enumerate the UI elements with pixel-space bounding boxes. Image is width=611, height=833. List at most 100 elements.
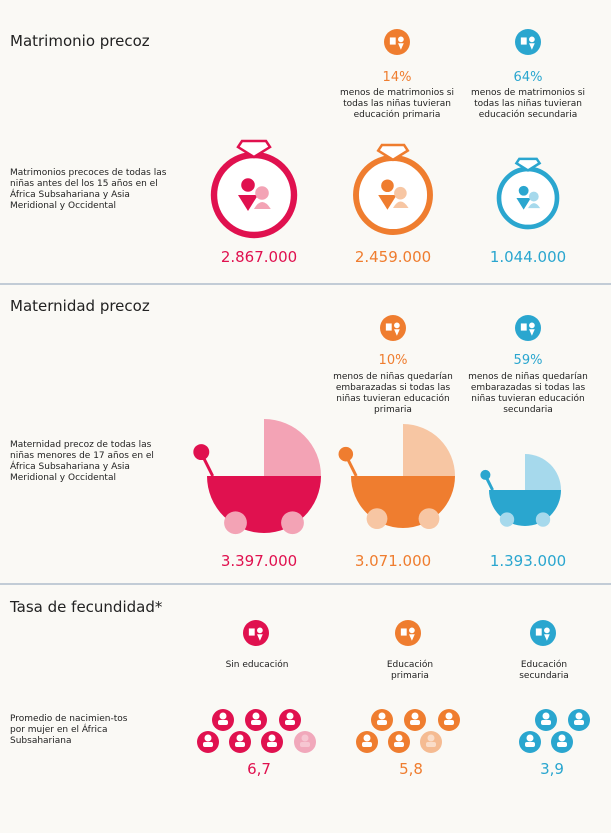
badge-glyph (400, 628, 407, 636)
baby-glyph (362, 742, 372, 747)
badge-glyph (544, 627, 550, 634)
baby-glyph (203, 742, 213, 747)
badge-icon (243, 620, 269, 646)
badge-glyph (520, 323, 527, 331)
figure (241, 178, 255, 192)
figure (378, 195, 397, 210)
label: Sin educación (225, 660, 289, 670)
baby-glyph (268, 734, 276, 742)
description: Matrimonios precoces de todas las niñas … (10, 168, 167, 211)
badge-glyph (257, 634, 263, 641)
badge-icon (395, 620, 421, 646)
badge-glyph (248, 628, 255, 636)
figure (381, 179, 394, 193)
figure (528, 191, 539, 202)
baby-icon (294, 731, 316, 753)
baby-glyph (236, 734, 244, 742)
badge-glyph (398, 36, 404, 43)
baby-glyph (526, 734, 534, 742)
baby-glyph (558, 734, 566, 742)
diamond (376, 143, 410, 162)
baby-glyph (426, 742, 436, 747)
badge-glyph (544, 634, 550, 641)
figure (516, 198, 531, 210)
stroller-canopy (264, 419, 321, 476)
stroller-wheel (418, 508, 440, 530)
figure (518, 185, 529, 196)
value: 3,9 (540, 760, 564, 778)
baby-glyph (251, 720, 261, 725)
value: 2.867.000 (220, 248, 298, 266)
badge-glyph (529, 36, 535, 43)
baby-glyph (235, 742, 245, 747)
baby-glyph (363, 734, 371, 742)
percent: 10% (378, 353, 408, 368)
section-title: Tasa de fecundidad* (10, 598, 163, 616)
percent: 64% (513, 70, 543, 85)
baby-glyph (267, 742, 277, 747)
badge-glyph (529, 329, 535, 336)
percent: 14% (382, 70, 412, 85)
baby-glyph (377, 720, 387, 725)
description: Promedio de nacimien-tos por mujer en el… (10, 714, 128, 746)
label: Educación primaria (386, 660, 434, 681)
figure (394, 186, 407, 200)
value: 3.397.000 (220, 552, 298, 570)
baby-glyph (218, 720, 228, 725)
value: 5,8 (399, 760, 423, 778)
percent: 59% (513, 353, 543, 368)
baby-glyph (286, 712, 294, 720)
stroller-handle (338, 446, 354, 462)
baby-glyph (444, 720, 454, 725)
baby-glyph (541, 720, 551, 725)
badge-icon (530, 620, 556, 646)
badge-icon (515, 29, 541, 55)
baby-glyph (301, 734, 309, 742)
badge-glyph (520, 37, 527, 45)
badge-glyph (385, 323, 392, 331)
badge-glyph (409, 634, 415, 641)
badge-icon (515, 315, 541, 341)
value: 1.393.000 (489, 552, 567, 570)
badge-icon (384, 29, 410, 55)
section-title: Maternidad precoz (10, 297, 150, 315)
value: 2.459.000 (354, 248, 432, 266)
baby-glyph (394, 742, 404, 747)
badge-glyph (394, 329, 400, 336)
note: menos de niñas quedarían embarazadas si … (468, 372, 588, 415)
diamond (514, 157, 542, 172)
description: Maternidad precoz de todas las niñas men… (10, 440, 154, 483)
baby-glyph (427, 734, 435, 742)
stroller-wheel (281, 511, 304, 535)
stroller-handle (480, 469, 491, 480)
badge-glyph (529, 43, 535, 50)
badge-glyph (389, 37, 396, 45)
baby-glyph (557, 742, 567, 747)
baby-glyph (219, 712, 227, 720)
badge-glyph (394, 322, 400, 329)
note: menos de niñas quedarían embarazadas si … (333, 372, 453, 415)
stroller-canopy (403, 424, 455, 476)
baby-glyph (575, 712, 583, 720)
baby-glyph (300, 742, 310, 747)
note: menos de matrimonios si todas las niñas … (471, 88, 585, 120)
figure (255, 186, 269, 200)
stroller-wheel (366, 508, 388, 530)
figure (393, 201, 409, 208)
diamond (236, 139, 272, 159)
badge-glyph (398, 43, 404, 50)
baby-glyph (445, 712, 453, 720)
figure (254, 202, 271, 209)
stroller-body (489, 490, 561, 526)
badge-glyph (535, 628, 542, 636)
value: 6,7 (247, 760, 271, 778)
stroller-canopy (525, 454, 561, 490)
stroller-wheel (535, 512, 551, 527)
baby-glyph (285, 720, 295, 725)
baby-glyph (411, 712, 419, 720)
baby-glyph (378, 712, 386, 720)
stroller-handle (193, 444, 210, 461)
value: 1.044.000 (489, 248, 567, 266)
